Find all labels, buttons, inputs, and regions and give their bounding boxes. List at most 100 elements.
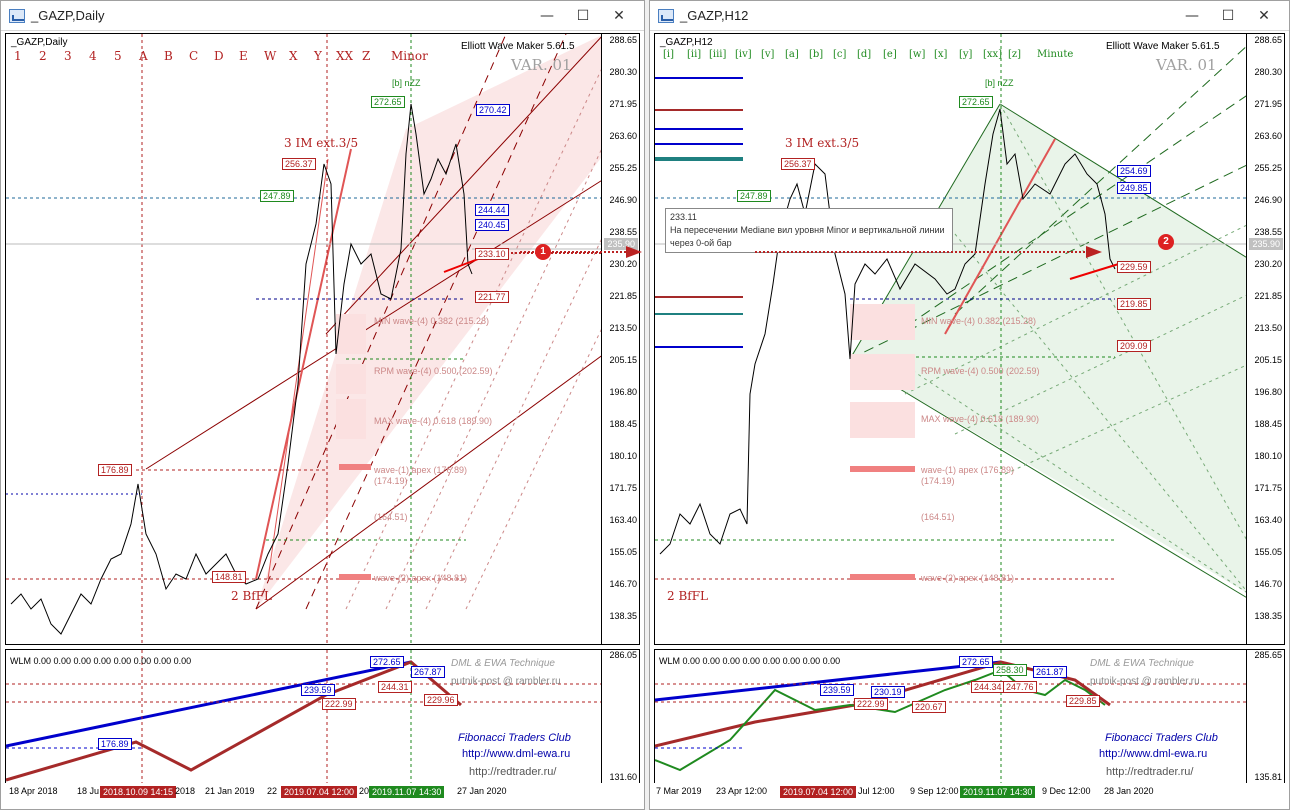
close-button[interactable]: ✕ [613,8,625,24]
tooltip-line-1: 233.11 [670,212,697,222]
left-price-tick: 138.35 [609,611,637,621]
right-zone-2: RPM wave-(4) 0.500 (202.59) [921,366,1040,376]
left-wave-letter: Z [362,49,371,63]
left-date-7: 2019.07.04 12:00 [281,786,358,798]
left-wave-letter: 3 [64,49,72,63]
chart-window-icon [658,9,674,23]
right-brand-url1[interactable]: http://www.dml-ewa.ru [1099,748,1208,760]
left-osc-tag-5: 222.99 [322,698,356,710]
right-wave-letter: [w] [909,49,926,60]
left-wave-letter: 1 [14,49,22,63]
left-base-label: 2 BfFL [231,589,273,603]
left-price-tick: 188.45 [609,419,637,429]
left-zone-6: (164.51) [374,512,408,522]
right-osc-tag-10: 229.85 [1066,695,1100,707]
right-price-tick: 171.75 [1254,483,1282,493]
right-oscillator-pane[interactable]: WLM 0.00 0.00 0.00 0.00 0.00 0.00 0.00 0… [654,649,1285,785]
right-price-axis[interactable]: 288.65 280.30 271.95 263.60 255.25 246.90 238.… [1246,34,1284,644]
right-osc-tag-3: 261.87 [1033,666,1067,678]
connector-arrow [520,246,1102,258]
left-tag-221: 221.77 [475,291,509,303]
left-wave-letter: B [164,49,173,63]
right-osc-tag-1: 272.65 [959,656,993,668]
right-var-label: VAR. 01 [1156,56,1217,74]
right-price-tick: 188.45 [1254,419,1282,429]
left-zone-3: MAX wave-(4) 0.618 (189.90) [374,416,493,426]
right-price-tick: 288.65 [1254,35,1282,45]
left-brand-url1[interactable]: http://www.dml-ewa.ru [462,748,571,760]
left-brand-club: Fibonacci Traders Club [458,732,571,744]
left-main-pane[interactable]: _GAZP,Daily Elliott Wave Maker 5.61.5 VA… [5,33,640,645]
right-price-tick: 221.85 [1254,291,1282,301]
left-wave-letter: C [189,49,199,63]
right-wave-letter: [x] [934,49,948,60]
left-tag-148: 148.81 [212,571,246,583]
right-date-7: 9 Dec 12:00 [1042,786,1091,796]
left-osc-tag-7: 176.89 [98,738,132,750]
left-brand-email: putnik-post @ rambler.ru [451,676,561,687]
left-titlebar[interactable]: _GAZP,Daily — ☐ ✕ [1,1,644,31]
right-zone-4: wave-(1) apex (176.89) [921,465,1015,475]
right-brand-url2[interactable]: http://redtrader.ru/ [1106,766,1194,778]
left-price-axis[interactable]: 288.65 280.30 271.95 263.60 255.25 246.90 238.… [601,34,639,644]
right-window-title: _GAZP,H12 [680,8,749,23]
left-zone-4: wave-(1) apex (176.89) [374,465,468,475]
right-date-6: 2019.11.07 14:30 [960,786,1036,798]
left-brand-url2[interactable]: http://redtrader.ru/ [469,766,557,778]
right-price-chart [655,34,1250,644]
right-date-axis[interactable]: 7 Mar 2019 23 Apr 12:00 2019.07.04 12:00… [654,783,1285,801]
right-wave-letter: [d] [857,49,872,60]
right-wave-letter: [i] [663,49,675,60]
left-price-tick: 196.80 [609,387,637,397]
right-wave-letter: [a] [785,49,799,60]
left-tag-270: 270.42 [476,104,510,116]
left-tag-244: 244.44 [475,204,509,216]
left-wlm-header: WLM 0.00 0.00 0.00 0.00 0.00 0.00 0.00 0… [10,656,192,666]
right-base-label: 2 BfFL [667,589,709,603]
left-wave-letter: 5 [114,49,122,63]
maximize-button[interactable]: ☐ [1221,8,1235,24]
left-price-tick: 180.10 [609,451,637,461]
left-osc-axis: 286.05 131.60 [601,650,639,784]
right-price-tick: 163.40 [1254,515,1282,525]
right-wave-letter: [c] [833,49,847,60]
right-price-tick: 230.20 [1254,259,1282,269]
left-indicator-name: Elliott Wave Maker 5.61.5 [461,41,575,52]
chart-window-icon [9,9,25,23]
minimize-button[interactable]: — [540,8,554,24]
left-price-tick: 280.30 [609,67,637,77]
left-symbol-label: _GAZP,Daily [11,37,68,48]
right-main-pane[interactable]: _GAZP,H12 Elliott Wave Maker 5.61.5 VAR.… [654,33,1285,645]
right-tag-219: 219.85 [1117,298,1151,310]
maximize-button[interactable]: ☐ [576,8,590,24]
left-var-label: VAR. 01 [511,56,572,74]
left-window-title: _GAZP,Daily [31,8,105,23]
close-button[interactable]: ✕ [1258,8,1270,24]
right-price-tick: 238.55 [1254,227,1282,237]
tooltip-line-3: через 0-ой бар [670,238,732,248]
left-wave-letter: Minor [391,49,428,63]
right-indicator-name: Elliott Wave Maker 5.61.5 [1106,41,1220,52]
left-date-axis[interactable]: 18 Apr 2018 18 Ju 2018.10.09 14:15 2018 … [5,783,640,801]
right-price-tick: 263.60 [1254,131,1282,141]
right-titlebar[interactable]: _GAZP,H12 — ☐ ✕ [650,1,1289,31]
left-wave-letter: XX [336,49,354,63]
right-price-tick: 255.25 [1254,163,1282,173]
right-zone-3: MAX wave-(4) 0.618 (189.90) [921,414,1040,424]
left-wave-letter: D [214,49,224,63]
left-wave-letter: E [239,49,248,63]
tooltip-line-2: На пересечении Mediane вил уровня Minor … [670,225,945,235]
right-wave-letter: [y] [959,49,973,60]
left-price-tick: 238.55 [609,227,637,237]
left-oscillator-pane[interactable]: WLM 0.00 0.00 0.00 0.00 0.00 0.00 0.00 0… [5,649,640,785]
right-date-1: 7 Mar 2019 [656,786,702,796]
right-wlm-header: WLM 0.00 0.00 0.00 0.00 0.00 0.00 0.00 0… [659,656,841,666]
right-tag-249: 249.85 [1117,182,1151,194]
left-brand-technique: DML & EWA Technique [451,658,555,669]
left-date-9: 2019.11.07 14:30 [369,786,445,798]
right-wave-letter: [v] [761,49,775,60]
minimize-button[interactable]: — [1185,8,1199,24]
left-tag-247: 247.89 [260,190,294,202]
left-osc-tag-3: 244.31 [378,681,412,693]
left-zone-1: MIN wave-(4) 0.382 (215.28) [374,316,490,326]
